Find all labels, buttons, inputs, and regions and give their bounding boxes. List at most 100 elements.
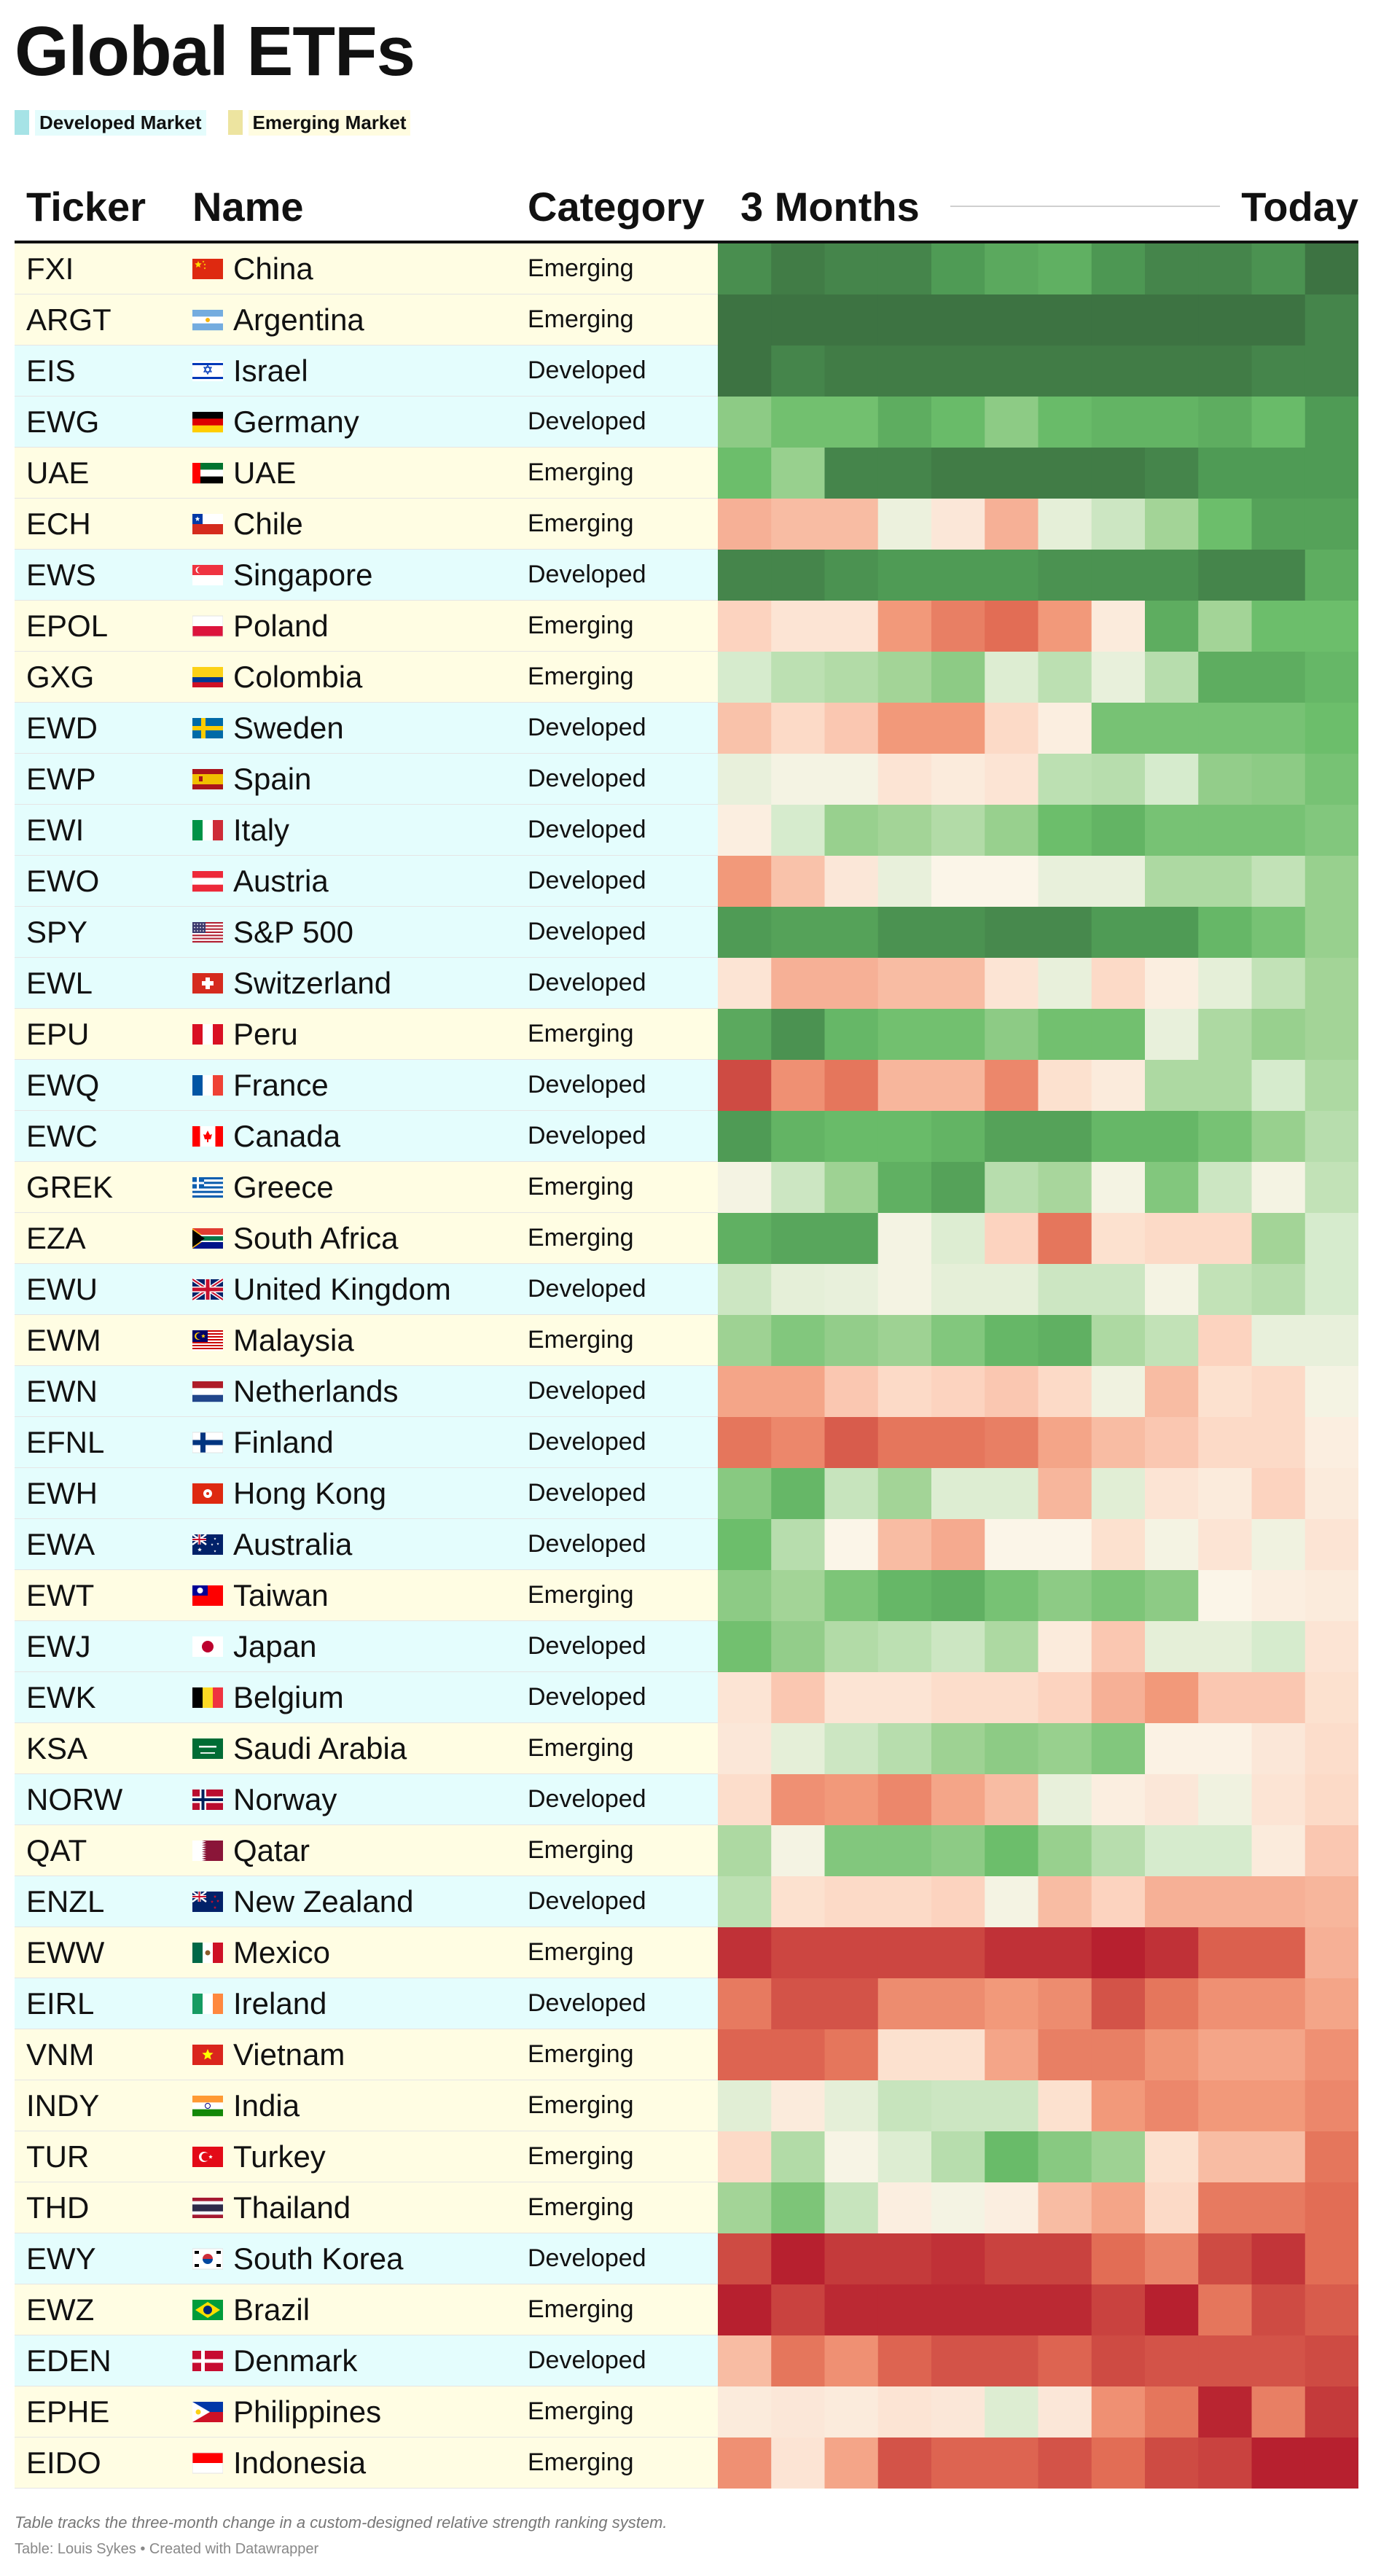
- table-row[interactable]: UAE UAE Emerging: [15, 448, 1358, 499]
- table-row[interactable]: GREK Greece Emerging: [15, 1162, 1358, 1213]
- flag-part: [192, 928, 223, 930]
- heatmap-cell: [931, 1774, 985, 1825]
- category-cell: Emerging: [528, 1173, 634, 1201]
- heatmap-cell: [1091, 1978, 1146, 2029]
- table-row[interactable]: EDEN Denmark Developed: [15, 2335, 1358, 2386]
- table-row[interactable]: EWY South Korea Developed: [15, 2233, 1358, 2284]
- heatmap-cell: [1038, 856, 1092, 907]
- table-row[interactable]: EFNL Finland Developed: [15, 1417, 1358, 1468]
- table-row[interactable]: ARGT Argentina Emerging: [15, 294, 1358, 346]
- table-row[interactable]: EWS Singapore Developed: [15, 550, 1358, 601]
- table-row[interactable]: QAT Qatar Emerging: [15, 1825, 1358, 1876]
- table-row[interactable]: EWA Australia Developed: [15, 1519, 1358, 1570]
- table-row[interactable]: GXG Colombia Emerging: [15, 652, 1358, 703]
- heatmap-cell: [1091, 601, 1146, 652]
- heatmap-cell: [1304, 1009, 1358, 1060]
- heatmap-cell: [1304, 1111, 1358, 1162]
- ticker-cell: EWJ: [26, 1629, 91, 1663]
- heatmap-cell: [1145, 550, 1199, 601]
- table-row[interactable]: EWW Mexico Emerging: [15, 1927, 1358, 1978]
- heatmap-cell: [824, 1264, 879, 1315]
- table-row[interactable]: EIDO Indonesia Emerging: [15, 2438, 1358, 2489]
- name-cell: Spain: [233, 762, 312, 796]
- heatmap-strip: [718, 1264, 1358, 1315]
- heatmap-cell: [718, 2284, 772, 2335]
- table-row[interactable]: EWQ France Developed: [15, 1060, 1358, 1111]
- heatmap-cell: [985, 958, 1039, 1009]
- header-ticker[interactable]: Ticker: [26, 184, 146, 230]
- heatmap-cell: [931, 2131, 985, 2182]
- table-row[interactable]: ECH Chile Emerging: [15, 499, 1358, 550]
- norway-flag-icon: [192, 1789, 223, 1810]
- header-name[interactable]: Name: [192, 184, 304, 230]
- name-cell: Thailand: [233, 2190, 351, 2225]
- table-row[interactable]: EWH Hong Kong Developed: [15, 1468, 1358, 1519]
- heatmap-cell: [771, 1774, 826, 1825]
- table-row[interactable]: INDY India Emerging: [15, 2080, 1358, 2131]
- heatmap-cell: [824, 652, 879, 703]
- heatmap-strip: [718, 550, 1358, 601]
- table-row[interactable]: TUR Turkey Emerging: [15, 2131, 1358, 2182]
- flag-star: [213, 1905, 217, 1909]
- heatmap-strip: [718, 703, 1358, 754]
- table-row[interactable]: EWT Taiwan Emerging: [15, 1570, 1358, 1621]
- table-row[interactable]: FXI China Emerging: [15, 243, 1358, 294]
- table-row[interactable]: EWJ Japan Developed: [15, 1621, 1358, 1672]
- table-row[interactable]: EZA South Africa Emerging: [15, 1213, 1358, 1264]
- heatmap-cell: [771, 2335, 826, 2386]
- heatmap-cell: [771, 2233, 826, 2284]
- heatmap-cell: [931, 1264, 985, 1315]
- heatmap-strip: [718, 2284, 1358, 2335]
- ticker-cell: KSA: [26, 1731, 88, 1765]
- table-row[interactable]: EIS Israel Developed: [15, 346, 1358, 397]
- table-row[interactable]: EWP Spain Developed: [15, 754, 1358, 805]
- header-category[interactable]: Category: [528, 184, 705, 230]
- heatmap-cell: [718, 703, 772, 754]
- table-row[interactable]: EWZ Brazil Emerging: [15, 2284, 1358, 2335]
- heatmap-cell: [985, 601, 1039, 652]
- heatmap-strip: [718, 2438, 1358, 2489]
- table-row[interactable]: EWM Malaysia Emerging: [15, 1315, 1358, 1366]
- heatmap-cell: [1038, 1570, 1092, 1621]
- table-row[interactable]: EIRL Ireland Developed: [15, 1978, 1358, 2029]
- heatmap-cell: [771, 856, 826, 907]
- table-row[interactable]: EWI Italy Developed: [15, 805, 1358, 856]
- table-row[interactable]: EWC Canada Developed: [15, 1111, 1358, 1162]
- table-row[interactable]: KSA Saudi Arabia Emerging: [15, 1723, 1358, 1774]
- ticker-cell: TUR: [26, 2139, 90, 2174]
- legend: Developed Market Emerging Market: [15, 109, 432, 136]
- heatmap-cell: [931, 754, 985, 805]
- table-row[interactable]: EWU United Kingdom Developed: [15, 1264, 1358, 1315]
- category-cell: Developed: [528, 1275, 646, 1303]
- table-row[interactable]: EPOL Poland Emerging: [15, 601, 1358, 652]
- category-cell: Emerging: [528, 2295, 634, 2323]
- table-row[interactable]: ENZL New Zealand Developed: [15, 1876, 1358, 1927]
- table-row[interactable]: SPY S&P 500 Developed: [15, 907, 1358, 958]
- heatmap-cell: [1091, 2233, 1146, 2284]
- table-row[interactable]: THD Thailand Emerging: [15, 2182, 1358, 2233]
- table-row[interactable]: EWO Austria Developed: [15, 856, 1358, 907]
- table-row[interactable]: EWL Switzerland Developed: [15, 958, 1358, 1009]
- heatmap-cell: [824, 1468, 879, 1519]
- heatmap-cell: [877, 1774, 932, 1825]
- heatmap-cell: [1091, 1468, 1146, 1519]
- table-row[interactable]: NORW Norway Developed: [15, 1774, 1358, 1825]
- ticker-cell: UAE: [26, 456, 90, 490]
- table-row[interactable]: EWK Belgium Developed: [15, 1672, 1358, 1723]
- heatmap-cell: [1145, 2233, 1199, 2284]
- table-row[interactable]: EPU Peru Emerging: [15, 1009, 1358, 1060]
- table-row[interactable]: VNM Vietnam Emerging: [15, 2029, 1358, 2080]
- heatmap-cell: [824, 1366, 879, 1417]
- table-row[interactable]: EWG Germany Developed: [15, 397, 1358, 448]
- heatmap-cell: [1038, 2182, 1092, 2233]
- heatmap-cell: [1304, 1876, 1358, 1927]
- table-row[interactable]: EWN Netherlands Developed: [15, 1366, 1358, 1417]
- ticker-cell: EFNL: [26, 1425, 105, 1459]
- heatmap-strip: [718, 2233, 1358, 2284]
- heatmap-cell: [985, 754, 1039, 805]
- table-row[interactable]: EWD Sweden Developed: [15, 703, 1358, 754]
- heatmap-cell: [985, 1927, 1039, 1978]
- argentina-flag-icon: [192, 310, 223, 331]
- table-row[interactable]: EPHE Philippines Emerging: [15, 2386, 1358, 2438]
- category-cell: Developed: [528, 1530, 646, 1558]
